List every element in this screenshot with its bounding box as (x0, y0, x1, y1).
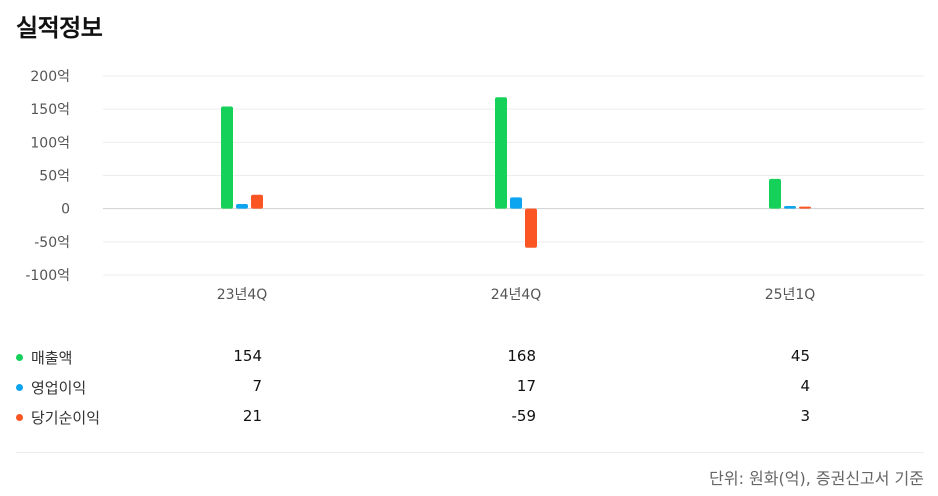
legend-row: 당기순이익 21 -59 3 (0, 406, 938, 428)
y-tick-label: -50억 (34, 235, 70, 251)
performance-bar-chart: 200억 150억 100억 50억 0 -50억 -100억 23년4Q 24년4Q 25년1Q (25, 69, 924, 303)
legend-dot-icon (16, 384, 23, 391)
legend-row: 영업이익 7 17 4 (0, 376, 938, 398)
value-cell: 4 (800, 377, 810, 395)
bar-2-2 (799, 206, 811, 209)
bar-1-0 (495, 97, 507, 209)
value-cell: 3 (800, 407, 810, 425)
bar-1-1 (510, 197, 522, 209)
bar-0-0 (221, 106, 233, 209)
y-tick-label: 100억 (30, 135, 70, 151)
x-tick-label: 23년4Q (217, 287, 268, 303)
legend-dot-icon (16, 354, 23, 361)
x-tick-label: 25년1Q (765, 287, 816, 303)
value-cell: 154 (233, 347, 262, 365)
bar-2-1 (784, 206, 796, 209)
value-cell: 7 (252, 377, 262, 395)
y-tick-label: 50억 (39, 169, 70, 185)
value-cell: 168 (507, 347, 536, 365)
value-cell: 45 (790, 347, 810, 365)
y-tick-label: 0 (61, 202, 70, 218)
legend-row: 매출액 154 168 45 (0, 346, 938, 368)
y-tick-label: 150억 (30, 102, 70, 118)
legend-series-name: 당기순이익 (31, 409, 101, 427)
bar-1-2 (525, 208, 537, 248)
bar-2-0 (769, 178, 781, 209)
x-tick-label: 24년4Q (491, 287, 542, 303)
section-title: 실적정보 (16, 14, 103, 42)
legend-dot-icon (16, 414, 23, 421)
bar-0-2 (251, 194, 263, 209)
y-tick-label: -100억 (25, 268, 70, 284)
value-cell: 17 (516, 377, 536, 395)
bar-0-1 (236, 204, 248, 209)
value-cell: 21 (242, 407, 262, 425)
divider (16, 452, 924, 453)
legend-series-name: 영업이익 (31, 379, 87, 397)
legend-series-name: 매출액 (31, 349, 73, 367)
y-tick-label: 200억 (30, 69, 70, 85)
value-cell: -59 (511, 407, 537, 425)
unit-footnote: 단위: 원화(억), 증권신고서 기준 (709, 469, 924, 488)
